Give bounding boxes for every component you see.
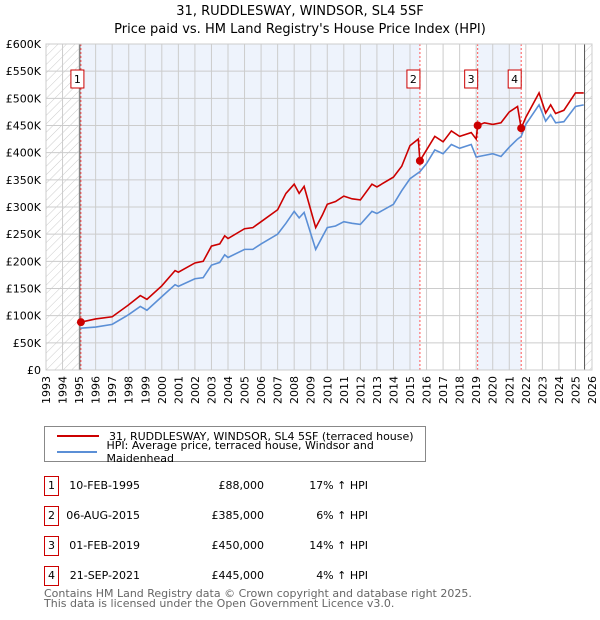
x-tick-label: 2010 <box>321 376 334 404</box>
x-tick-label: 2003 <box>205 376 218 404</box>
sale-marker-label: 4 <box>511 73 518 86</box>
chart-title: 31, RUDDLESWAY, WINDSOR, SL4 5SF <box>176 4 424 19</box>
y-tick-label: £200K <box>6 255 42 268</box>
footer-line: Contains HM Land Registry data © Crown c… <box>44 587 472 600</box>
sale-price: £385,000 <box>211 509 265 522</box>
sale-hpi-diff: 14% ↑ HPI <box>309 539 368 552</box>
x-tick-label: 2005 <box>239 376 252 404</box>
legend-item-hpi: HPI: Average price, terraced house, Wind… <box>57 439 425 465</box>
y-tick-label: £350K <box>6 174 42 187</box>
legend-label: HPI: Average price, terraced house, Wind… <box>106 439 374 465</box>
x-tick-label: 2000 <box>156 376 169 404</box>
sale-date: 01-FEB-2019 <box>69 539 140 552</box>
x-tick-label: 2013 <box>371 376 384 404</box>
y-tick-label: £400K <box>6 147 42 160</box>
sale-date: 10-FEB-1995 <box>69 479 140 492</box>
x-tick-label: 2007 <box>272 376 285 404</box>
x-tick-label: 2019 <box>470 376 483 404</box>
x-tick-label: 2012 <box>354 376 367 404</box>
sale-marker-box <box>507 69 522 89</box>
legend-item-property: 31, RUDDLESWAY, WINDSOR, SL4 5SF (terrac… <box>57 428 414 444</box>
sale-row: 2 06-AUG-2015 £385,000 6% ↑ HPI <box>44 506 464 526</box>
y-tick-label: £50K <box>13 337 42 350</box>
y-tick-label: £100K <box>6 310 42 323</box>
y-tick-label: £450K <box>6 120 42 133</box>
plot-frame <box>45 43 593 371</box>
x-tick-label: 2024 <box>553 376 566 404</box>
x-tick-label: 1997 <box>106 376 119 404</box>
x-tick-label: 2002 <box>189 376 202 404</box>
sale-marker-box <box>70 69 85 89</box>
x-tick-label: 2011 <box>338 376 351 404</box>
x-tick-label: 1996 <box>90 376 103 404</box>
x-tick-label: 2025 <box>569 376 582 404</box>
x-tick-label: 1999 <box>139 376 152 404</box>
legend-label: 31, RUDDLESWAY, WINDSOR, SL4 5SF (terrac… <box>109 429 414 443</box>
sale-point <box>415 156 424 165</box>
chart-subtitle: Price paid vs. HM Land Registry's House … <box>114 22 486 37</box>
x-tick-label: 2009 <box>305 376 318 404</box>
sale-marker-number: 3 <box>44 536 59 556</box>
x-tick-label: 2001 <box>172 376 185 404</box>
sale-marker-label: 3 <box>468 73 475 86</box>
x-tick-label: 2020 <box>487 376 500 404</box>
sale-marker-label: 2 <box>410 73 417 86</box>
sale-marker-number: 1 <box>44 476 59 496</box>
x-tick-label: 1995 <box>73 376 86 404</box>
sale-marker-box <box>464 69 479 89</box>
x-tick-label: 2021 <box>503 376 516 404</box>
x-tick-label: 2017 <box>437 376 450 404</box>
x-tick-label: 2008 <box>288 376 301 404</box>
sale-marker-label: 1 <box>74 73 81 86</box>
price-chart: 1993 1994 1995 1996 1997 1998 1999 2000 2001 2002… <box>6 38 599 404</box>
x-tick-label: 2018 <box>454 376 467 404</box>
sale-hpi-diff: 17% ↑ HPI <box>309 479 368 492</box>
sale-marker-box <box>406 69 421 89</box>
sale-date: 21-SEP-2021 <box>69 569 140 582</box>
y-tick-label: £150K <box>6 283 42 296</box>
y-tick-label: £0 <box>27 364 41 377</box>
x-tick-label: 2022 <box>520 376 533 404</box>
footer: Contains HM Land Registry data © Crown c… <box>44 587 472 610</box>
x-tick-label: 2023 <box>536 376 549 404</box>
hpi-line <box>80 103 584 329</box>
x-tick-label: 2026 <box>586 376 599 404</box>
sale-hpi-diff: 6% ↑ HPI <box>316 509 368 522</box>
property-price-line <box>80 90 584 323</box>
legend: 31, RUDDLESWAY, WINDSOR, SL4 5SF (terrac… <box>44 426 426 465</box>
sale-marker-number: 2 <box>44 506 59 526</box>
x-tick-label: 1993 <box>40 376 53 404</box>
sale-point <box>76 318 85 327</box>
sale-row: 3 01-FEB-2019 £450,000 14% ↑ HPI <box>44 536 464 556</box>
y-tick-label: £300K <box>6 201 42 214</box>
sale-marker-number: 4 <box>44 566 59 586</box>
x-tick-label: 1998 <box>123 376 136 404</box>
sale-row: 1 10-FEB-1995 £88,000 17% ↑ HPI <box>44 476 464 496</box>
x-tick-label: 1994 <box>57 376 70 404</box>
sale-date: 06-AUG-2015 <box>66 509 140 522</box>
sale-row: 4 21-SEP-2021 £445,000 4% ↑ HPI <box>44 566 464 586</box>
footer-line: This data is licensed under the Open Gov… <box>44 597 395 610</box>
sale-hpi-diff: 4% ↑ HPI <box>316 569 368 582</box>
x-tick-label: 2015 <box>404 376 417 404</box>
sale-point <box>473 121 482 130</box>
y-tick-label: £500K <box>6 92 42 105</box>
sale-price: £450,000 <box>211 539 265 552</box>
y-tick-label: £250K <box>6 228 42 241</box>
x-tick-label: 2006 <box>255 376 268 404</box>
y-tick-label: £600K <box>6 38 42 51</box>
sale-price: £445,000 <box>211 569 265 582</box>
y-tick-label: £550K <box>6 65 42 78</box>
sale-price: £88,000 <box>218 479 265 492</box>
x-tick-label: 2014 <box>387 376 400 404</box>
sale-point <box>517 124 526 133</box>
x-tick-label: 2004 <box>222 376 235 404</box>
x-tick-label: 2016 <box>421 376 434 404</box>
